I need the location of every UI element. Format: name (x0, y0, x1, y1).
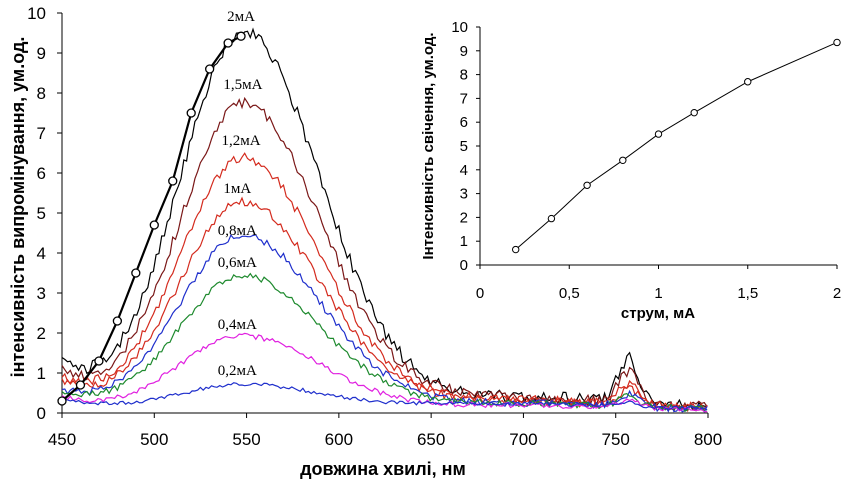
main-labels: 2мА 1,5мА 1,2мА 1мА 0,8мА 0,6мА 0,4мА 0,2мА (218, 9, 263, 379)
envelope-point (186, 108, 196, 118)
spectrum-line (61, 96, 708, 412)
inset-line (515, 42, 838, 250)
main-y-tick-label: 2 (37, 324, 46, 343)
main-x-tick-label: 700 (509, 430, 537, 449)
spectrum-line (61, 196, 708, 411)
envelope-point (168, 176, 178, 186)
main-series (57, 27, 708, 413)
series-label: 0,2мА (218, 363, 257, 379)
inset-x-tick-label: 2 (833, 285, 841, 302)
envelope-point (57, 396, 67, 406)
main-y-tick-label: 5 (37, 204, 46, 223)
main-x-axis-title: довжина хвилі, нм (300, 459, 466, 479)
inset-point (619, 156, 627, 164)
main-x-tick-label: 500 (140, 430, 168, 449)
series-label: 0,4мА (218, 317, 257, 333)
main-y-tick-label: 4 (37, 244, 46, 263)
inset-chart: 0 1 2 3 4 5 6 7 8 9 10 0 0,5 1 1,5 2 струм, мА Інтенсив… (420, 19, 841, 322)
inset-y-tick-label: 2 (460, 209, 468, 226)
envelope-point (75, 380, 86, 390)
inset-y-tick-label: 6 (460, 114, 468, 131)
main-y-tick-label: 7 (37, 124, 46, 143)
series-label: 2мА (227, 9, 255, 25)
inset-y-axis-title: Інтенсивність свічення, ум.од. (420, 32, 437, 259)
series-label: 1,2мА (221, 133, 260, 149)
series-label: 1,5мА (223, 77, 262, 93)
series-label: 0,6мА (218, 255, 257, 271)
inset-point (512, 245, 520, 254)
inset-x-axis-title: струм, мА (621, 305, 695, 322)
main-y-tick-label: 3 (37, 284, 46, 303)
main-y-tick-label: 9 (37, 44, 46, 63)
inset-point (744, 78, 752, 86)
main-x-tick-label: 600 (325, 430, 353, 449)
spectrum-line (61, 27, 708, 413)
series-label: 1мА (223, 181, 251, 197)
main-x-tick-label: 800 (694, 430, 722, 449)
spectrum-line (61, 382, 708, 411)
inset-y-tick-label: 4 (460, 162, 468, 179)
main-x-tick-label: 450 (48, 430, 76, 449)
inset-y-tick-label: 1 (460, 233, 468, 250)
inset-background (480, 27, 837, 265)
spectrum-line (61, 272, 708, 413)
main-y-axis-title: інтенсивність випромінування, ум.од. (8, 37, 28, 378)
inset-y-tick-label: 9 (460, 43, 468, 60)
inset-y-tick-label: 5 (460, 138, 468, 155)
envelope-point (236, 31, 246, 41)
inset-point (833, 38, 841, 47)
envelope-point (149, 220, 159, 230)
envelope-point (112, 316, 123, 326)
inset-y-tick-label: 10 (451, 19, 468, 36)
inset-x-tick-label: 1 (654, 285, 662, 302)
main-y-tick-label: 8 (37, 84, 46, 103)
main-y-tick-label: 1 (37, 364, 46, 383)
inset-axes: 0 1 2 3 4 5 6 7 8 9 10 0 0,5 1 1,5 2 (451, 19, 841, 302)
inset-x-tick-label: 0 (476, 285, 484, 302)
inset-x-tick-label: 1,5 (737, 285, 758, 302)
main-x-tick-label: 550 (232, 430, 260, 449)
envelope-point (131, 268, 141, 278)
main-y-tick-label: 10 (27, 4, 46, 23)
main-y-tick-label: 0 (37, 404, 46, 423)
inset-series (512, 38, 841, 254)
inset-y-tick-label: 7 (460, 90, 468, 107)
inset-y-tick-label: 0 (460, 257, 468, 274)
envelope-point (205, 64, 215, 74)
inset-point (583, 181, 591, 189)
inset-y-tick-label: 3 (460, 186, 468, 203)
inset-x-tick-label: 0,5 (559, 285, 580, 302)
series-label: 0,8мА (218, 223, 257, 239)
main-y-tick-label: 6 (37, 164, 46, 183)
inset-point (654, 130, 663, 138)
inset-point (690, 108, 698, 117)
envelope-point (223, 38, 233, 48)
inset-y-tick-label: 8 (460, 67, 468, 84)
envelope-point (94, 356, 104, 366)
main-x-tick-label: 750 (602, 430, 630, 449)
main-x-tick-label: 650 (417, 430, 445, 449)
envelope-line (61, 35, 242, 402)
inset-point (547, 214, 556, 223)
